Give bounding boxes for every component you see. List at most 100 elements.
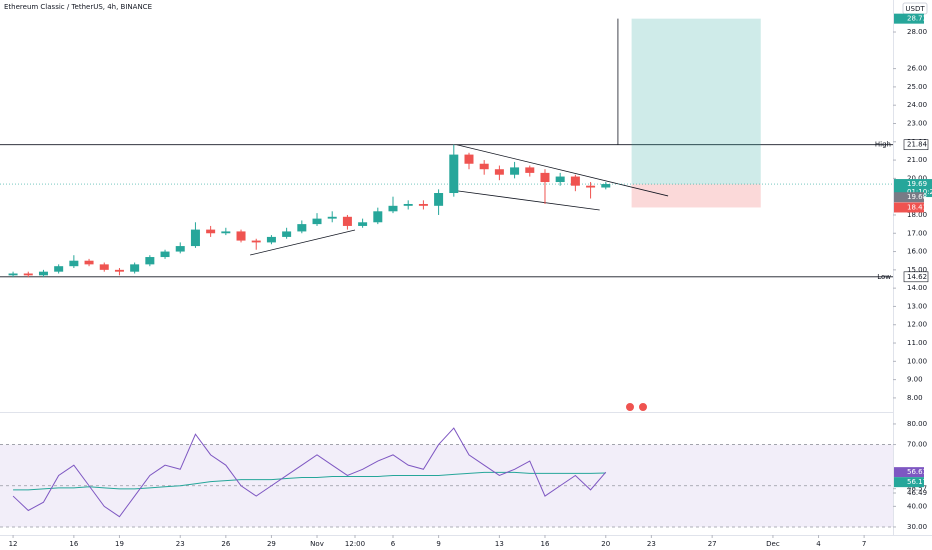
candle-body: [586, 185, 596, 188]
stop-box: [894, 202, 924, 213]
candle-body: [236, 231, 246, 241]
y-tick-label: 8.00: [907, 394, 923, 402]
candle-body: [510, 167, 520, 175]
y-tick-label: 9.00: [907, 376, 923, 384]
candle-body: [525, 167, 535, 173]
y-tick-label: 11.00: [907, 339, 927, 347]
candle-body: [342, 216, 352, 226]
rsi-tick-label: 80.00: [907, 420, 927, 428]
candle-body: [297, 224, 307, 232]
y-tick-label: 23.00: [907, 119, 927, 127]
trendline: [456, 144, 669, 197]
y-tick-label: 10.00: [907, 357, 927, 365]
x-tick-label: 9: [436, 540, 440, 548]
level-value: 14.62: [907, 273, 927, 281]
candle-body: [206, 229, 216, 234]
candle-body: [282, 231, 292, 237]
candle-body: [434, 193, 444, 206]
level-name: Low: [877, 273, 891, 281]
candle-body: [464, 154, 474, 164]
x-tick-label: 12: [9, 540, 18, 548]
y-tick-label: 26.00: [907, 65, 927, 73]
stop-label: 18.41: [907, 203, 927, 211]
x-tick-label: 29: [267, 540, 276, 548]
trendline: [250, 229, 356, 256]
x-tick-label: 19: [115, 540, 124, 548]
y-tick-label: 12.00: [907, 321, 927, 329]
x-tick-label: 23: [647, 540, 656, 548]
rsi-tick-label: 46.49: [907, 489, 927, 497]
candle-body: [221, 231, 231, 234]
countdown: 01:10:29: [907, 188, 932, 196]
candle-body: [38, 271, 48, 276]
profit-zone: [631, 18, 761, 185]
candle-body: [327, 216, 337, 219]
candle-body: [388, 205, 398, 212]
rsi-tick-label: 70.00: [907, 441, 927, 449]
entry-box: [894, 192, 924, 203]
y-tick-label: 14.00: [907, 284, 927, 292]
level-name: High: [875, 141, 891, 149]
y-tick-label: 15.00: [907, 266, 927, 274]
rsi-value-label: 56.61: [907, 468, 927, 476]
candle-body: [494, 169, 504, 175]
x-tick-label: 7: [862, 540, 866, 548]
candle-body: [145, 257, 155, 265]
candle-body: [403, 203, 413, 206]
target-box: [894, 13, 924, 24]
candle-body: [8, 273, 18, 276]
y-tick-label: 13.00: [907, 302, 927, 310]
y-tick-label: 28.00: [907, 28, 927, 36]
y-tick-label: 20.00: [907, 174, 927, 182]
rsi-ma-label: 56.17: [907, 478, 927, 486]
candle-body: [570, 176, 580, 186]
x-tick-label: 20: [601, 540, 610, 548]
x-tick-label: 27: [708, 540, 717, 548]
candle-body: [130, 264, 140, 272]
symbol-title: Ethereum Classic / TetherUS, 4h, BINANCE: [4, 3, 152, 11]
x-tick-label: 6: [391, 540, 396, 548]
y-tick-label: 16.00: [907, 248, 927, 256]
x-tick-label: Nov: [310, 540, 324, 548]
currency[interactable]: USDT: [905, 5, 925, 13]
y-tick-label: 17.00: [907, 229, 927, 237]
event-flag[interactable]: [625, 402, 635, 412]
candle-body: [54, 266, 64, 272]
y-tick-label: 25.00: [907, 83, 927, 91]
level-box: [903, 139, 929, 151]
candle-body: [114, 269, 124, 272]
candle-body: [540, 172, 550, 183]
candle-body: [312, 218, 322, 225]
level-box: [903, 271, 929, 283]
rsi-value-box: [894, 467, 924, 478]
y-tick-label: 18.00: [907, 211, 927, 219]
candle-body: [69, 260, 79, 267]
x-tick-label: Dec: [766, 540, 780, 548]
entry-label: 19.68: [907, 193, 927, 201]
candle-body: [175, 246, 185, 252]
trendline: [449, 189, 600, 211]
target-label: 28.73: [907, 15, 927, 23]
x-tick-label: 26: [221, 540, 230, 548]
candle-body: [251, 240, 261, 243]
event-flag[interactable]: [638, 402, 648, 412]
x-tick-label: 4: [816, 540, 821, 548]
candle-body: [479, 163, 489, 170]
rsi-line: [12, 427, 607, 518]
rsi-tick-label: 40.00: [907, 502, 927, 510]
candle-body: [99, 264, 109, 270]
candle-body: [266, 236, 276, 243]
x-tick-label: 16: [541, 540, 550, 548]
rsi-tick-label: 48.57: [907, 485, 927, 493]
rsi-ma-box: [894, 477, 924, 488]
candle-body: [190, 229, 200, 247]
x-tick-label: 12:00: [345, 540, 365, 548]
x-tick-label: 16: [69, 540, 78, 548]
candle-body: [449, 154, 459, 194]
candle-body: [418, 203, 428, 206]
y-tick-label: 24.00: [907, 101, 927, 109]
candle-body: [23, 273, 33, 276]
candle-body: [555, 176, 565, 183]
